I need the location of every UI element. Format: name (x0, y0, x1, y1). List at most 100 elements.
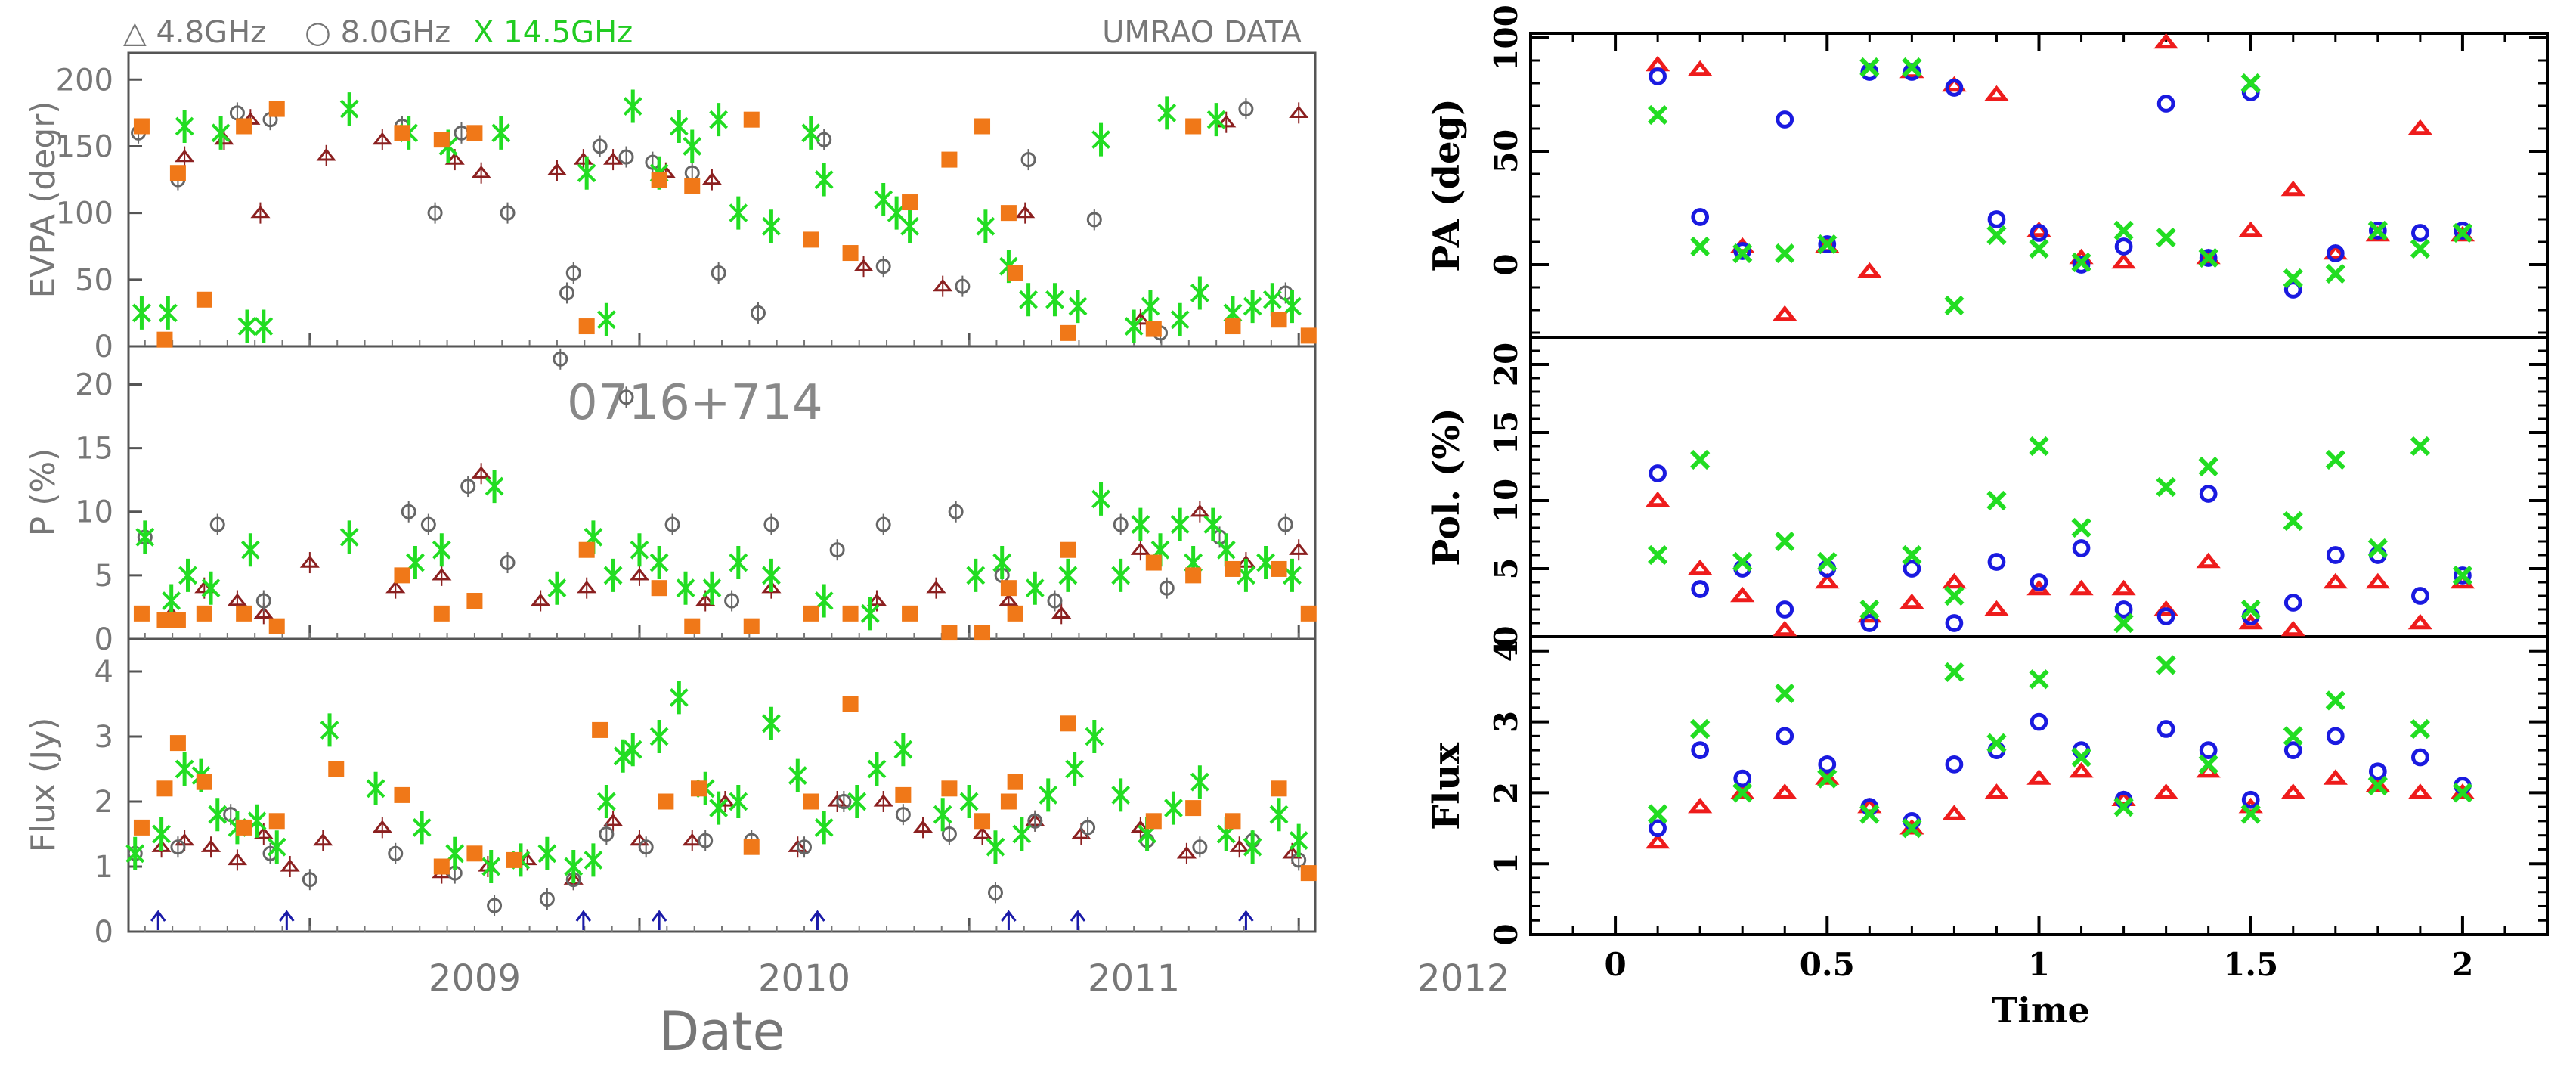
left-point-14-5ghz (175, 116, 194, 136)
left-point-8-0ghz (460, 479, 476, 495)
left-arrow-marker (810, 910, 825, 930)
left-point-14-5ghz (603, 566, 623, 585)
right-point-green (2410, 436, 2431, 457)
left-point-4-8ghz (1190, 504, 1210, 517)
right-point-green (1732, 551, 1753, 572)
right-point-green (1690, 236, 1711, 257)
left-point-14-5ghz (729, 553, 748, 572)
left-y-tick-label: 100 (56, 197, 113, 231)
left-point-14-5ghz (1045, 290, 1064, 309)
left-point-orange (1225, 560, 1241, 577)
right-point-blue (1818, 235, 1837, 253)
right-point-red (1773, 620, 1797, 637)
left-point-8-0ghz (987, 885, 1003, 901)
right-point-green (2156, 227, 2176, 248)
right-point-green (2156, 655, 2176, 675)
right-point-red (2323, 572, 2348, 589)
left-point-orange (169, 165, 186, 181)
right-point-blue (2072, 539, 2091, 557)
left-point-4-8ghz (1130, 312, 1150, 325)
right-point-green (2367, 775, 2388, 796)
left-data-marks (125, 89, 1317, 930)
left-axes: 2009 2010 2011 2012050100150200051015200123… (56, 63, 1510, 1000)
left-point-4-8ghz (531, 593, 551, 606)
left-point-orange (578, 541, 595, 558)
left-point-14-5ghz (1131, 515, 1150, 534)
left-arrow-marker (1070, 910, 1086, 930)
left-point-8-0ghz (420, 516, 436, 532)
left-point-14-5ghz (254, 317, 274, 336)
left-point-orange (1145, 813, 1162, 830)
left-point-14-5ghz (709, 799, 729, 818)
right-point-blue (2368, 762, 2387, 781)
left-xlabel: Date (658, 1000, 785, 1062)
left-point-14-5ghz (481, 857, 501, 876)
left-point-4-8ghz (175, 149, 195, 163)
left-arrow-marker (279, 910, 295, 930)
right-point-blue (2199, 249, 2218, 267)
right-point-green (2198, 754, 2218, 774)
right-point-blue (1818, 755, 1837, 774)
left-point-14-5ghz (683, 137, 702, 156)
right-point-blue (2072, 256, 2091, 274)
right-point-blue (2411, 224, 2429, 242)
left-point-orange (803, 231, 819, 248)
right-x-tick-label: 1.5 (2223, 946, 2278, 983)
right-point-red (1984, 600, 2009, 616)
left-point-14-5ghz (485, 476, 504, 496)
left-point-14-5ghz (788, 766, 807, 786)
right-xlabel: Time (1992, 990, 2090, 1031)
left-point-4-8ghz (1051, 606, 1072, 619)
left-point-8-0ghz (638, 839, 654, 855)
left-point-14-5ghz (596, 310, 616, 330)
right-point-blue (2454, 566, 2472, 585)
right-point-green (2452, 783, 2473, 803)
left-point-orange (1007, 774, 1023, 790)
left-point-8-0ghz (698, 833, 714, 848)
left-point-orange (803, 793, 819, 810)
left-y-tick-label: 0 (94, 915, 113, 950)
right-point-blue (2156, 720, 2175, 738)
right-point-green (2452, 565, 2473, 586)
left-point-orange (941, 151, 958, 168)
left-point-8-0ghz (750, 305, 766, 321)
right-point-green (1859, 804, 1880, 824)
right-point-green (2113, 797, 2134, 817)
left-point-orange (690, 780, 707, 797)
left-point-4-8ghz (1229, 839, 1249, 852)
left-point-orange (684, 178, 701, 194)
left-point-14-5ghz (178, 566, 197, 585)
left-point-8-0ghz (1020, 152, 1036, 168)
left-point-14-5ghz (966, 566, 986, 585)
right-y-tick-label: 3 (1488, 711, 1525, 733)
right-point-blue (1649, 819, 1667, 838)
left-point-orange (1271, 560, 1287, 577)
right-data-marks (1645, 33, 2475, 849)
left-point-14-5ghz (676, 578, 695, 598)
right-figure: PA (deg) Pol. (%) Flux Time 0 0.5 1 1.5 2050… (1426, 5, 2549, 1031)
right-point-blue (1945, 755, 1964, 774)
left-point-14-5ghz (709, 110, 729, 129)
right-point-green (1859, 57, 1880, 78)
right-point-red (2407, 783, 2433, 799)
left-point-orange (1000, 793, 1017, 810)
left-point-14-5ghz (1039, 785, 1058, 805)
right-point-green (1775, 531, 1795, 552)
right-point-green (2198, 456, 2218, 477)
left-point-14-5ghz (729, 203, 748, 223)
right-point-blue (1987, 553, 2006, 571)
right-point-green (1817, 551, 1838, 572)
left-point-orange (133, 118, 150, 135)
left-point-14-5ghz (366, 779, 385, 799)
right-point-blue (2411, 748, 2429, 767)
left-point-8-0ghz (1027, 813, 1043, 829)
right-y-tick-label: 4 (1488, 640, 1525, 662)
right-point-blue (2030, 224, 2048, 242)
left-y-tick-label: 0 (94, 330, 113, 364)
left-point-14-5ghz (1141, 296, 1160, 316)
right-point-red (1815, 572, 1840, 589)
left-point-14-5ghz (1190, 772, 1209, 792)
left-point-14-5ghz (339, 99, 359, 119)
left-y-tick-label: 3 (94, 720, 113, 755)
